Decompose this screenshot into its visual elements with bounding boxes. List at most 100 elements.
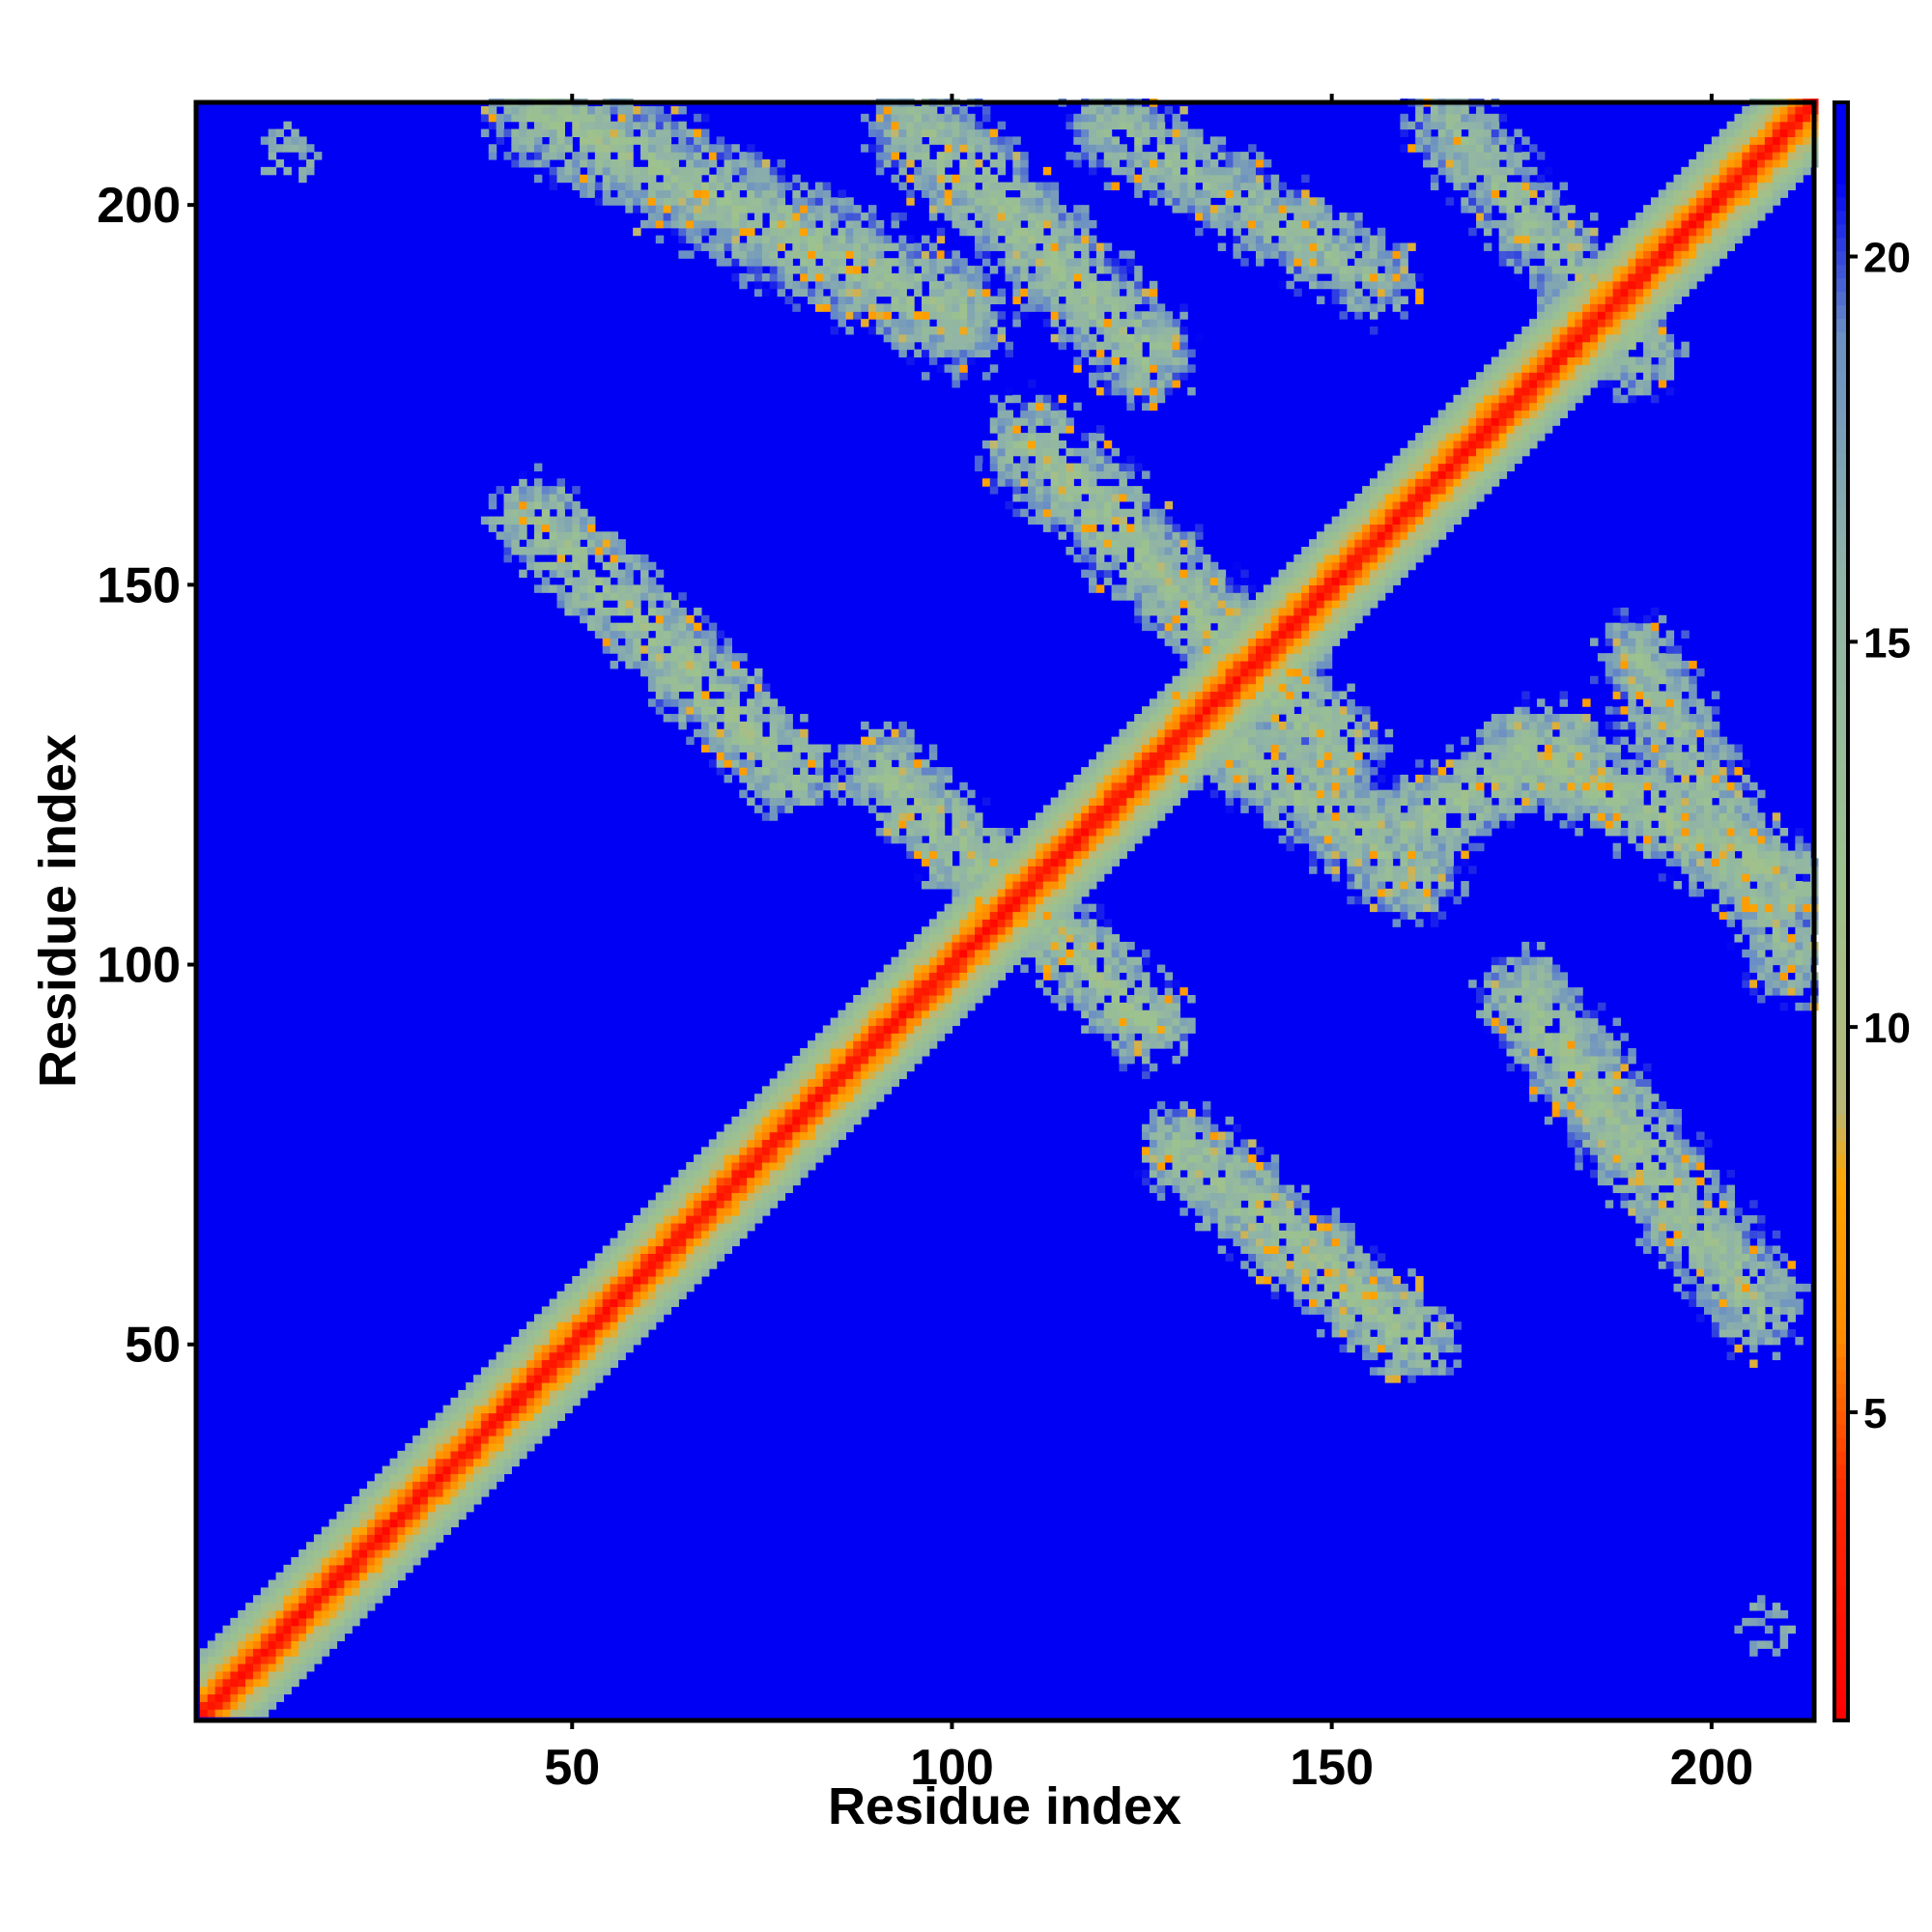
heatmap-cell	[306, 1542, 315, 1550]
heatmap-cell	[1050, 516, 1060, 526]
heatmap-cell	[1005, 213, 1013, 221]
heatmap-cell	[761, 1123, 771, 1133]
heatmap-cell	[731, 197, 740, 206]
heatmap-cell	[1058, 235, 1067, 244]
heatmap-cell	[207, 1640, 216, 1649]
heatmap-cell	[936, 189, 946, 198]
heatmap-cell	[891, 805, 899, 813]
heatmap-cell	[1073, 272, 1082, 282]
heatmap-cell	[663, 213, 672, 221]
heatmap-cell	[1111, 531, 1121, 540]
heatmap-cell	[519, 486, 527, 495]
heatmap-cell	[944, 911, 953, 920]
heatmap-cell	[981, 440, 991, 449]
heatmap-cell	[944, 189, 953, 198]
heatmap-cell	[997, 213, 1007, 221]
heatmap-cell	[1073, 113, 1082, 123]
heatmap-cell	[503, 1397, 512, 1406]
heatmap-cell	[1095, 136, 1105, 145]
heatmap-cell	[845, 1009, 854, 1019]
heatmap-cell	[283, 1625, 292, 1634]
heatmap-cell	[997, 866, 1007, 874]
heatmap-cell	[533, 1375, 543, 1383]
heatmap-cell	[883, 797, 893, 806]
heatmap-cell	[230, 1625, 239, 1634]
heatmap-cell	[366, 1511, 376, 1520]
heatmap-cell	[967, 866, 976, 874]
heatmap-cell	[686, 698, 695, 707]
heatmap-cell	[944, 903, 953, 913]
heatmap-cell	[503, 500, 512, 510]
heatmap-cell	[1081, 113, 1090, 123]
heatmap-cell	[928, 258, 938, 267]
heatmap-cell	[283, 1678, 292, 1688]
heatmap-cell	[291, 144, 299, 153]
heatmap-cell	[716, 250, 725, 259]
heatmap-cell	[883, 128, 893, 137]
heatmap-cell	[1103, 1033, 1113, 1041]
heatmap-cell	[845, 1123, 854, 1133]
heatmap-cell	[610, 539, 619, 548]
heatmap-cell	[724, 675, 732, 685]
heatmap-cell	[336, 1587, 345, 1596]
heatmap-cell	[633, 584, 641, 593]
heatmap-cell	[1134, 972, 1143, 980]
heatmap-cell	[1111, 182, 1121, 191]
heatmap-cell	[602, 547, 611, 555]
heatmap-cell	[412, 1489, 421, 1497]
heatmap-cell	[678, 1230, 687, 1239]
heatmap-cell	[1005, 235, 1013, 244]
heatmap-cell	[838, 296, 846, 304]
heatmap-cell	[784, 1094, 793, 1102]
heatmap-cell	[769, 250, 779, 259]
heatmap-cell	[708, 235, 718, 244]
heatmap-cell	[1142, 577, 1151, 585]
heatmap-cell	[1058, 926, 1067, 935]
heatmap-cell	[1073, 144, 1082, 153]
heatmap-cell	[617, 128, 626, 137]
heatmap-cell	[952, 364, 960, 373]
heatmap-cell	[898, 105, 907, 115]
heatmap-cell	[891, 242, 899, 251]
heatmap-cell	[344, 1617, 353, 1627]
heatmap-cell	[792, 1086, 801, 1094]
heatmap-cell	[663, 1237, 672, 1247]
heatmap-cell	[1050, 280, 1060, 290]
heatmap-cell	[1005, 227, 1013, 237]
heatmap-cell	[891, 288, 899, 298]
heatmap-cell	[686, 1230, 695, 1239]
heatmap-cell	[928, 812, 938, 821]
heatmap-cell	[861, 303, 869, 312]
heatmap-cell	[268, 1640, 277, 1649]
heatmap-cell	[838, 1070, 846, 1080]
heatmap-cell	[617, 144, 626, 153]
heatmap-cell	[724, 698, 732, 707]
heatmap-cell	[845, 250, 854, 259]
heatmap-cell	[694, 166, 702, 176]
heatmap-cell	[526, 136, 535, 145]
heatmap-cell	[678, 250, 687, 259]
heatmap-cell	[473, 1375, 482, 1383]
heatmap-cell	[556, 1321, 565, 1330]
heatmap-cell	[883, 311, 893, 320]
heatmap-cell	[800, 1101, 809, 1110]
heatmap-cell	[1103, 493, 1113, 502]
heatmap-cell	[708, 653, 718, 662]
heatmap-cell	[556, 136, 565, 145]
heatmap-cell	[564, 1367, 573, 1376]
heatmap-cell	[708, 144, 718, 153]
heatmap-cell	[572, 1367, 581, 1376]
heatmap-cell	[549, 1344, 558, 1353]
heatmap-cell	[922, 128, 930, 137]
heatmap-cell	[397, 1458, 406, 1467]
heatmap-cell	[1073, 797, 1082, 806]
heatmap-cell	[230, 1663, 239, 1672]
heatmap-cell	[586, 1283, 596, 1293]
heatmap-cell	[1134, 577, 1143, 585]
heatmap-cell	[1020, 417, 1029, 426]
heatmap-cell	[647, 1245, 657, 1254]
heatmap-cell	[1058, 972, 1067, 980]
heatmap-cell	[952, 1017, 960, 1027]
heatmap-cell	[199, 1678, 209, 1688]
heatmap-cell	[936, 333, 946, 343]
